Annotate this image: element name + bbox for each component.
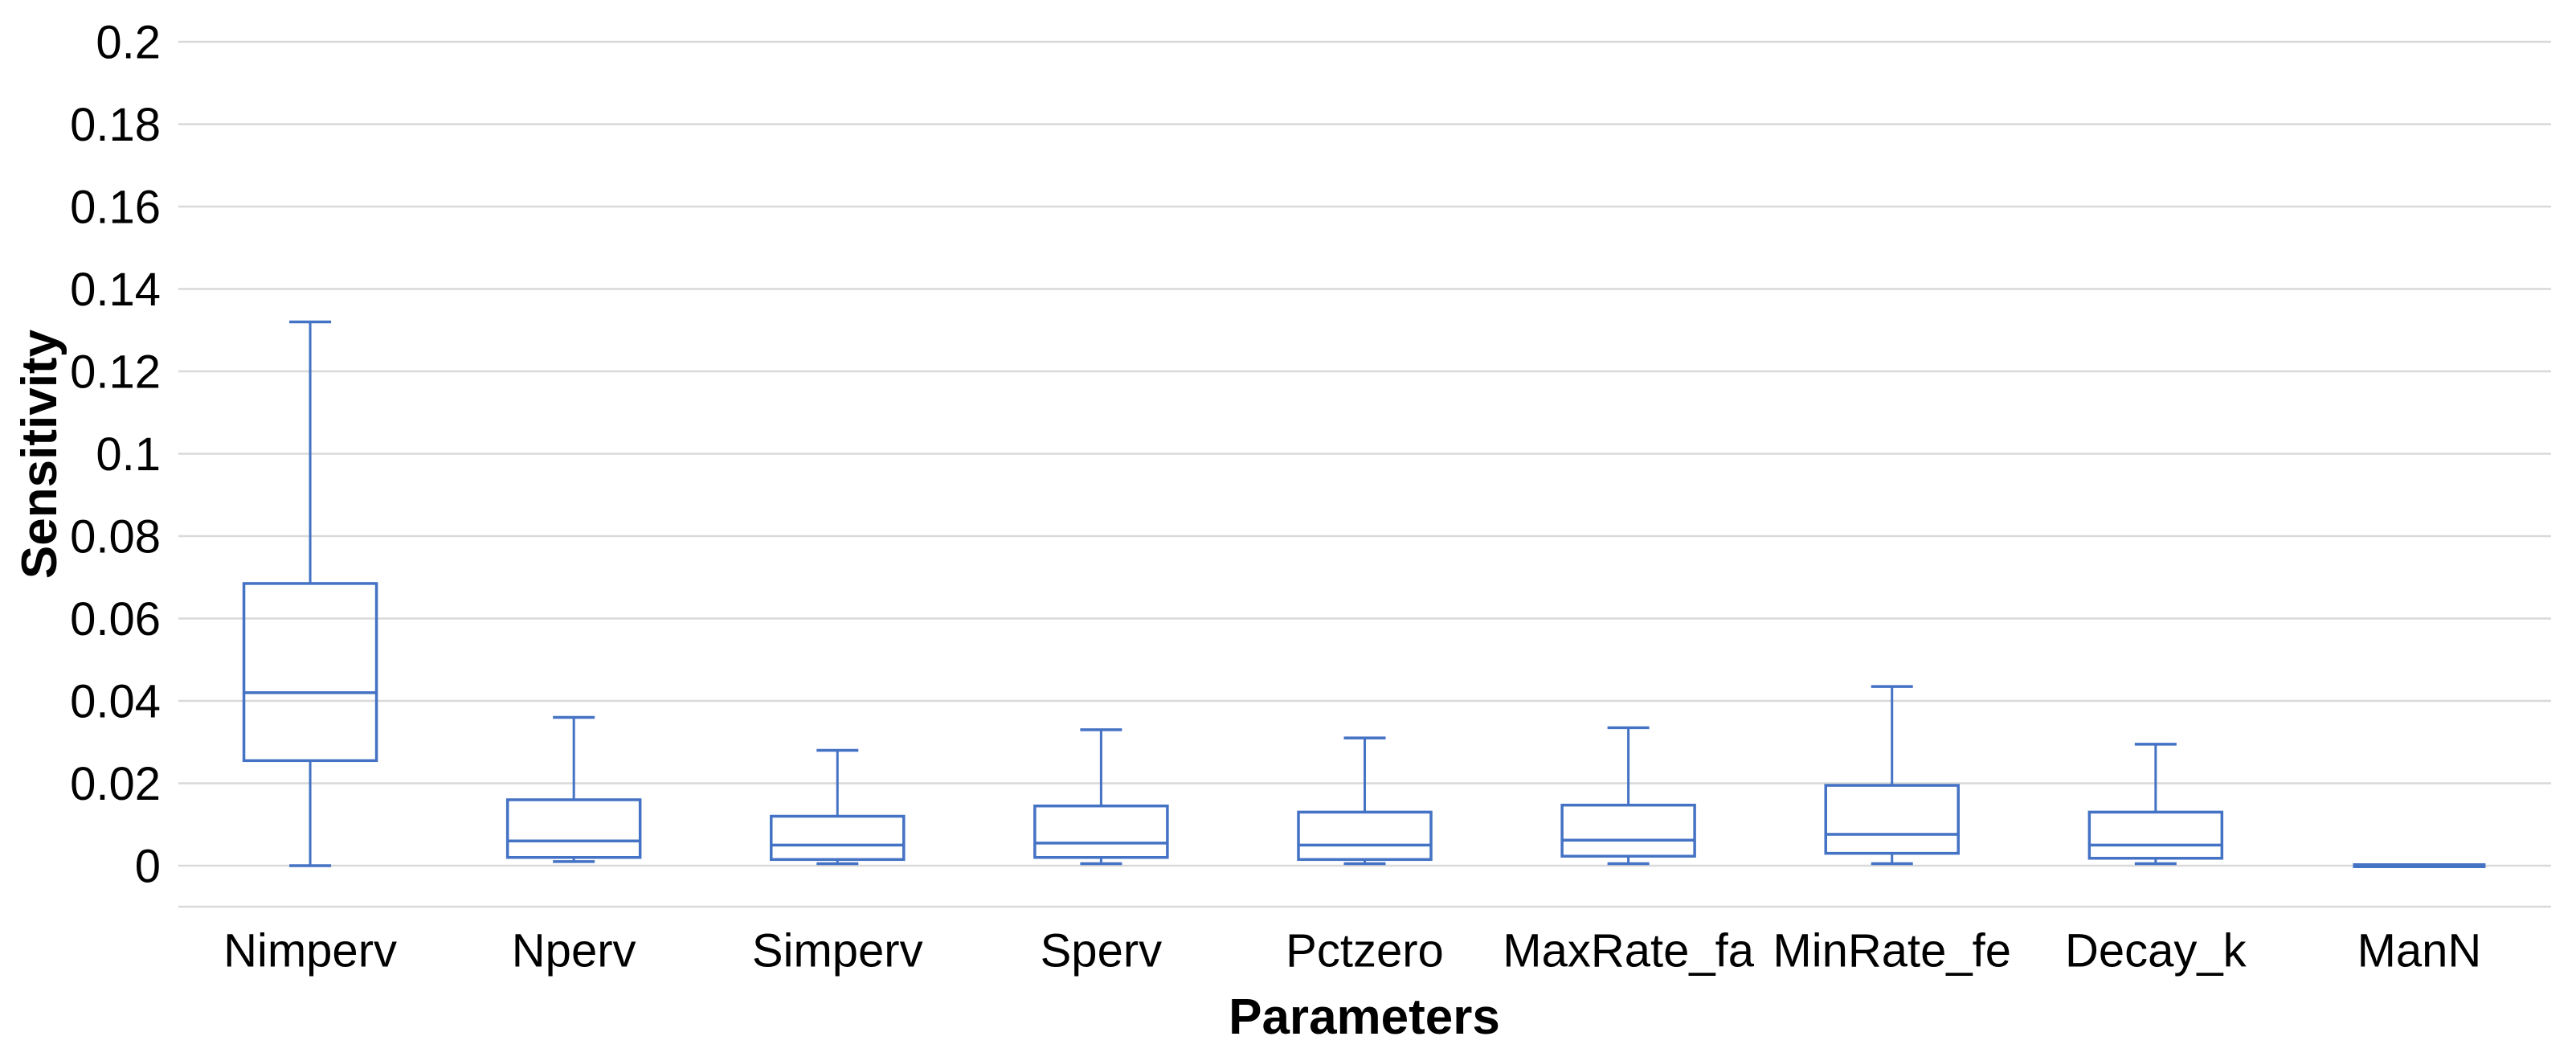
box [770, 814, 906, 862]
box [505, 798, 642, 859]
box [1297, 810, 1433, 862]
box [1824, 784, 1960, 855]
y-tick-label: 0.02 [70, 758, 161, 810]
x-category-label: Pctzero [1286, 924, 1444, 977]
x-axis-title: Parameters [1229, 989, 1500, 1045]
y-tick-label: 0.14 [70, 264, 161, 316]
y-tick-label: 0.06 [70, 593, 161, 645]
x-category-label: MinRate_fe [1773, 924, 2011, 977]
x-category-label: Sperv [1041, 924, 1163, 977]
box [1033, 804, 1169, 859]
x-category-label: MaxRate_fa [1503, 924, 1754, 977]
x-category-label: Decay_k [2065, 924, 2247, 977]
box [242, 582, 378, 763]
y-tick-label: 0.1 [96, 428, 161, 481]
y-tick-label: 0 [135, 840, 161, 892]
x-category-label: Nimperv [223, 924, 397, 977]
x-category-label: Nperv [512, 924, 636, 977]
x-category-label: Simperv [752, 924, 923, 977]
x-category-label: ManN [2357, 924, 2482, 977]
box [1560, 803, 1696, 858]
y-tick-label: 0.12 [70, 346, 161, 398]
box [2087, 810, 2224, 860]
y-tick-label: 0.2 [96, 16, 161, 68]
y-tick-label: 0.08 [70, 510, 161, 563]
y-tick-label: 0.04 [70, 675, 161, 727]
y-axis-title: Sensitivity [12, 329, 67, 580]
y-tick-label: 0.16 [70, 181, 161, 233]
y-tick-label: 0.18 [70, 99, 161, 151]
